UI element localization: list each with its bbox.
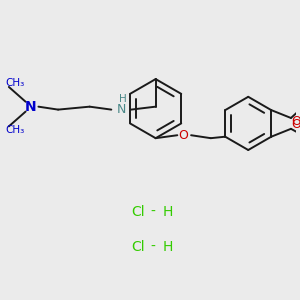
- Text: Cl: Cl: [131, 205, 145, 219]
- Text: O: O: [178, 129, 188, 142]
- Text: CH₃: CH₃: [5, 78, 24, 88]
- Text: H: H: [162, 205, 172, 219]
- Text: -: -: [150, 239, 155, 254]
- Text: H: H: [162, 239, 172, 254]
- Text: CH₃: CH₃: [5, 125, 24, 135]
- Text: O: O: [291, 116, 300, 128]
- Text: H: H: [119, 94, 127, 104]
- Text: O: O: [291, 118, 300, 131]
- Text: N: N: [116, 103, 126, 116]
- Text: N: N: [25, 100, 36, 114]
- Text: -: -: [150, 205, 155, 219]
- Text: Cl: Cl: [131, 239, 145, 254]
